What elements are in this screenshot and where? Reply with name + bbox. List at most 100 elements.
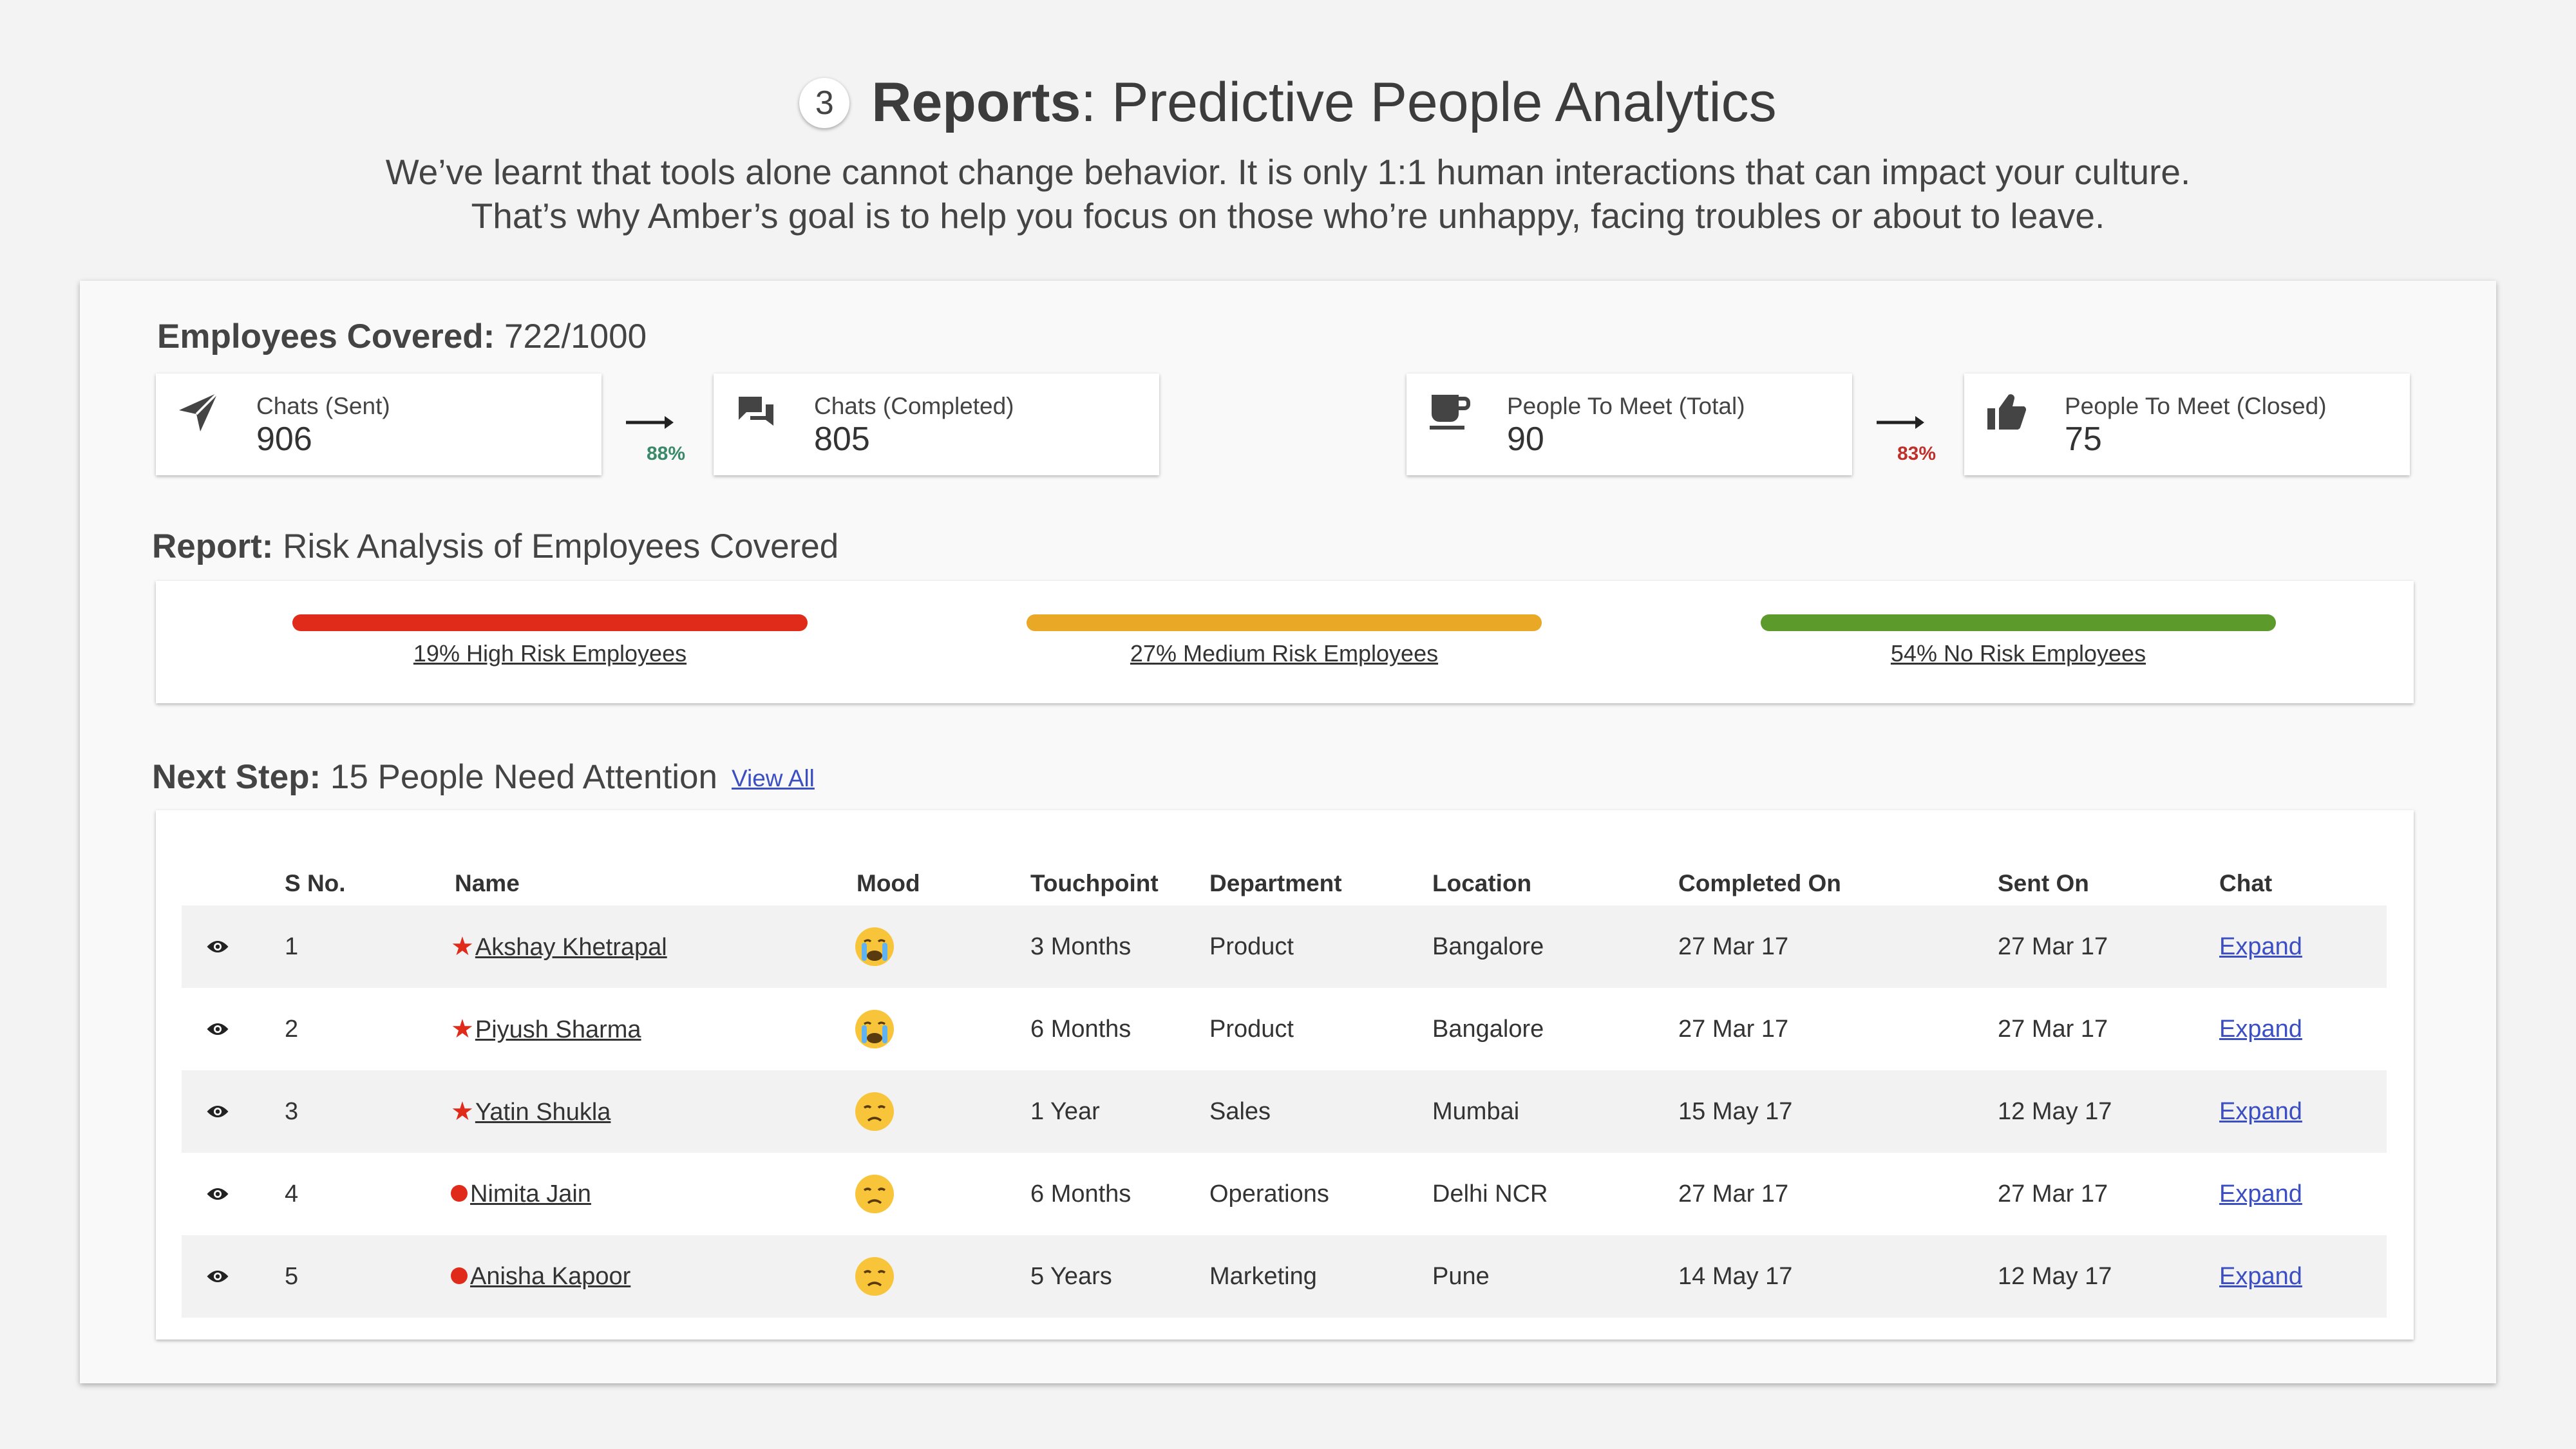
chat-icon	[739, 397, 773, 426]
arrow-right-icon	[626, 416, 674, 429]
employees-covered-value: 722/1000	[504, 317, 647, 355]
cell-sno: 5	[285, 1263, 299, 1290]
table-row: 2 ★Piyush Sharma 6 Months Product Bangal…	[182, 988, 2387, 1070]
stat-value: 90	[1507, 421, 1544, 458]
stat-value: 906	[256, 421, 312, 458]
employee-name-link[interactable]: Nimita Jain	[470, 1180, 591, 1208]
page-subtitle: We’ve learnt that tools alone cannot cha…	[0, 150, 2576, 238]
employee-name-link[interactable]: Anisha Kapoor	[470, 1263, 631, 1290]
cell-sent-on: 27 Mar 17	[1998, 1016, 2108, 1043]
stat-people-to-meet-total: People To Meet (Total) 90	[1406, 374, 1852, 475]
cell-touchpoint: 1 Year	[1030, 1098, 1100, 1125]
cell-department: Marketing	[1209, 1263, 1317, 1290]
stat-value: 75	[2065, 421, 2102, 458]
employee-name-link[interactable]: Piyush Sharma	[475, 1016, 641, 1043]
risk-bar-high	[292, 614, 808, 631]
cell-sno: 4	[285, 1180, 299, 1208]
cell-sent-on: 27 Mar 17	[1998, 1180, 2108, 1208]
eye-icon[interactable]	[206, 1103, 229, 1121]
cell-location: Pune	[1432, 1263, 1490, 1290]
conversion-arrow: 88%	[625, 410, 685, 464]
risk-bar-none	[1761, 614, 2276, 631]
col-sent-on[interactable]: Sent On	[1998, 870, 2089, 896]
eye-icon[interactable]	[206, 938, 229, 956]
stat-label: People To Meet (Total)	[1507, 393, 1745, 419]
col-sno[interactable]: S No.	[285, 870, 346, 896]
stat-label: Chats (Completed)	[814, 393, 1014, 419]
subtitle-line-1: We’ve learnt that tools alone cannot cha…	[385, 152, 2191, 192]
expand-chat-link[interactable]: Expand	[2219, 1098, 2302, 1125]
risk-medium[interactable]: 27% Medium Risk Employees	[1027, 614, 1542, 667]
cell-location: Bangalore	[1432, 933, 1544, 960]
cell-name[interactable]: ★Yatin Shukla	[451, 1070, 611, 1153]
table-row: 5 Anisha Kapoor 5 Years Marketing Pune 1…	[182, 1235, 2387, 1318]
coffee-cup-icon	[1430, 395, 1470, 430]
high-risk-star-icon: ★	[451, 1015, 474, 1043]
expand-chat-link[interactable]: Expand	[2219, 1016, 2302, 1043]
cell-completed-on: 27 Mar 17	[1678, 933, 1789, 960]
cell-touchpoint: 5 Years	[1030, 1263, 1112, 1290]
cell-name[interactable]: ★Piyush Sharma	[451, 988, 641, 1070]
sad-face-icon	[855, 1257, 894, 1296]
eye-icon[interactable]	[206, 1267, 229, 1285]
employees-covered-heading: Employees Covered: 722/1000	[157, 317, 647, 355]
cell-department: Operations	[1209, 1180, 1329, 1208]
expand-chat-link[interactable]: Expand	[2219, 1180, 2302, 1208]
view-all-link[interactable]: View All	[732, 765, 815, 791]
col-location[interactable]: Location	[1432, 870, 1532, 896]
cell-name[interactable]: Nimita Jain	[451, 1153, 591, 1235]
stat-people-to-meet-closed: People To Meet (Closed) 75	[1964, 374, 2410, 475]
page-header: 3 Reports: Predictive People Analytics W…	[0, 71, 2576, 238]
cell-sent-on: 27 Mar 17	[1998, 933, 2108, 960]
cell-department: Product	[1209, 1016, 1294, 1043]
sad-face-icon	[855, 1175, 894, 1213]
attention-table: S No. Name Mood Touchpoint Department Lo…	[156, 810, 2414, 1340]
thumbs-up-icon	[1987, 394, 2027, 430]
arrow-right-icon	[1877, 416, 1924, 429]
stat-chats-sent: Chats (Sent) 906	[156, 374, 601, 475]
col-completed-on[interactable]: Completed On	[1678, 870, 1841, 896]
high-risk-star-icon: ★	[451, 933, 474, 961]
risk-label-high[interactable]: 19% High Risk Employees	[413, 640, 687, 667]
stat-value: 805	[814, 421, 870, 458]
expand-chat-link[interactable]: Expand	[2219, 1263, 2302, 1290]
cell-sno: 1	[285, 933, 299, 960]
crying-face-icon	[855, 1010, 894, 1048]
employee-name-link[interactable]: Yatin Shukla	[475, 1099, 611, 1126]
risk-label-medium[interactable]: 27% Medium Risk Employees	[1130, 640, 1439, 667]
cell-name[interactable]: Anisha Kapoor	[451, 1235, 630, 1318]
cell-department: Product	[1209, 933, 1294, 960]
cell-name[interactable]: ★Akshay Khetrapal	[451, 905, 667, 988]
cell-location: Mumbai	[1432, 1098, 1520, 1125]
cell-completed-on: 15 May 17	[1678, 1098, 1793, 1125]
col-chat[interactable]: Chat	[2219, 870, 2273, 896]
expand-chat-link[interactable]: Expand	[2219, 933, 2302, 960]
cell-department: Sales	[1209, 1098, 1271, 1125]
risk-high[interactable]: 19% High Risk Employees	[292, 614, 808, 667]
conversion-arrow: 83%	[1875, 410, 1936, 464]
risk-none[interactable]: 54% No Risk Employees	[1761, 614, 2276, 667]
employee-name-link[interactable]: Akshay Khetrapal	[475, 934, 667, 961]
cell-location: Delhi NCR	[1432, 1180, 1548, 1208]
risk-label-none[interactable]: 54% No Risk Employees	[1890, 640, 2146, 667]
eye-icon[interactable]	[206, 1020, 229, 1038]
high-risk-star-icon: ★	[451, 1097, 474, 1126]
cell-sno: 3	[285, 1098, 299, 1125]
col-name[interactable]: Name	[455, 870, 520, 896]
col-mood[interactable]: Mood	[857, 870, 920, 896]
next-step-heading: Next Step: 15 People Need Attention	[152, 758, 717, 796]
cell-touchpoint: 6 Months	[1030, 1180, 1132, 1208]
eye-icon[interactable]	[206, 1185, 229, 1203]
table-row: 3 ★Yatin Shukla 1 Year Sales Mumbai 15 M…	[182, 1070, 2387, 1153]
stat-label: Chats (Sent)	[256, 393, 390, 419]
crying-face-icon	[855, 927, 894, 966]
subtitle-line-2: That’s why Amber’s goal is to help you f…	[471, 196, 2105, 236]
risk-dot-icon	[451, 1267, 468, 1284]
conversion-percent: 88%	[647, 443, 686, 464]
risk-bar-medium	[1027, 614, 1542, 631]
table-row: 4 Nimita Jain 6 Months Operations Delhi …	[182, 1153, 2387, 1235]
paper-plane-icon	[179, 392, 219, 431]
col-touchpoint[interactable]: Touchpoint	[1030, 870, 1159, 896]
col-department[interactable]: Department	[1209, 870, 1342, 896]
cell-completed-on: 27 Mar 17	[1678, 1180, 1789, 1208]
